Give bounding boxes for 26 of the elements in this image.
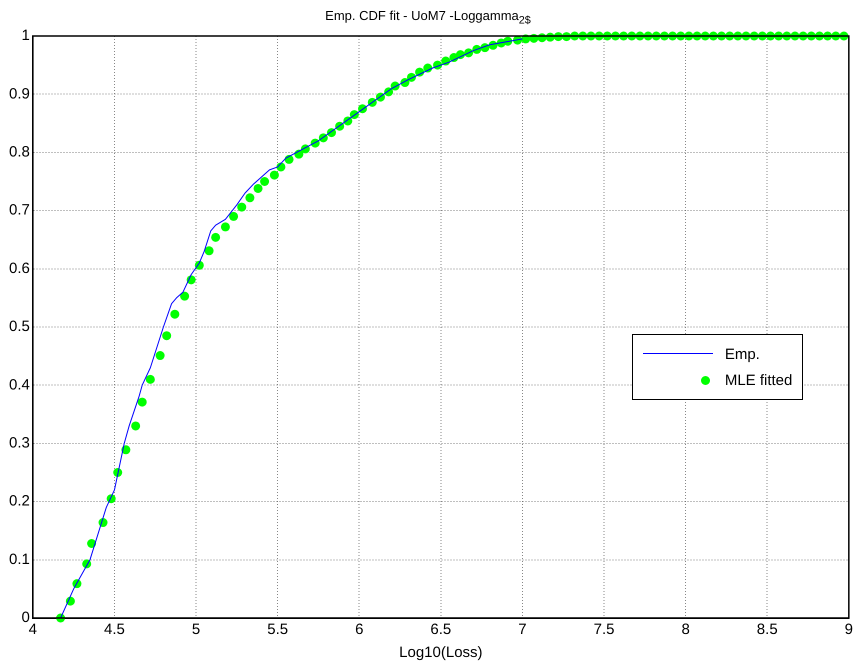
y-tick-label: 0.8 [8,144,30,161]
y-tick-label: 1 [22,27,30,44]
x-tick-label: 7 [518,621,527,638]
y-tick-label: 0.2 [8,492,30,510]
y-tick-label: 0.7 [8,202,30,219]
x-tick-label: 9 [844,621,853,638]
x-tick-label: 6.5 [430,621,452,638]
y-tick-label: 0.1 [8,550,30,568]
y-tick-label: 0.3 [8,434,30,452]
y-tick-label: 0.5 [8,318,30,336]
x-tick-label: 4 [28,621,38,638]
chart-title: Emp. CDF fit - UoM7 -Loggamma$_{2$}$ [324,8,532,27]
x-tick-label: 6 [355,621,364,638]
x-tick-label: 7.5 [594,621,614,638]
x-tick-label: 5.5 [267,621,288,638]
y-tick-label: 0.9 [8,85,30,102]
y-tick-label: 0 [22,609,30,626]
legend-label: MLE fitted [724,372,792,388]
x-tick-label: 8 [681,621,690,638]
x-axis-title: Log10(Loss) [399,644,483,662]
x-tick-label: 4.5 [104,621,125,638]
y-tick-label: 0.6 [8,260,30,277]
x-tick-label: 8.5 [756,621,778,638]
x-tick-label: 5 [192,621,200,638]
legend-label: Emp. [724,346,760,362]
y-tick-label: 0.4 [8,376,30,394]
